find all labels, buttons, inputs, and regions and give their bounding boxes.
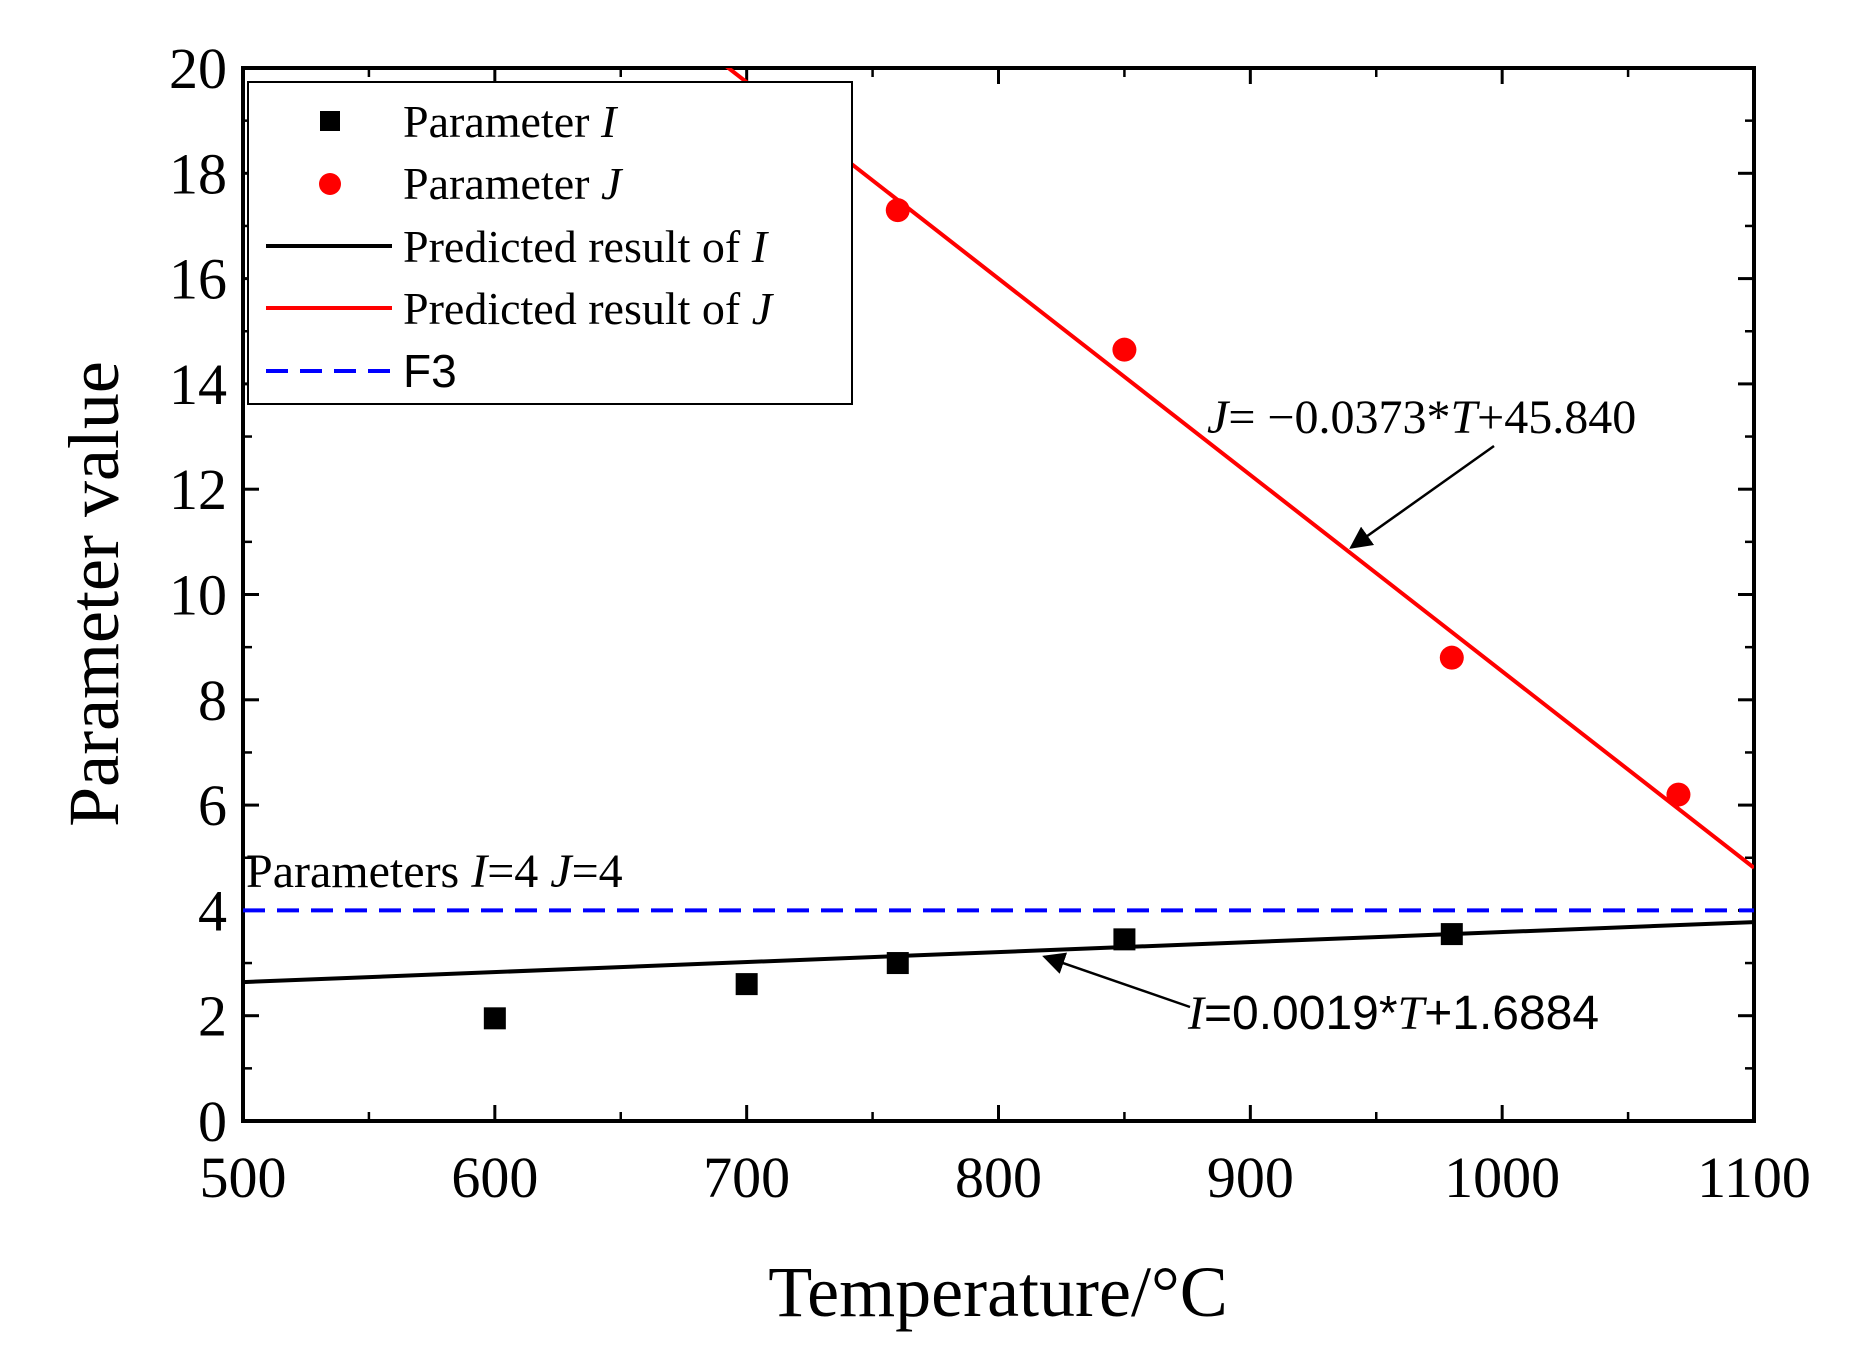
x-tick-label: 900 [1207, 1145, 1294, 1210]
y-axis-title: Parameter value [54, 361, 134, 827]
legend-label-predicted-i: Predicted result of I [403, 221, 770, 272]
legend-marker-parameter-i [320, 111, 340, 131]
y-tick-label: 4 [198, 878, 227, 943]
series-line-predicted-result-of-i [243, 920, 1754, 985]
x-tick-label: 1000 [1444, 1145, 1560, 1210]
y-tick-label: 6 [198, 773, 227, 838]
j-equation-annotation: J= −0.0373*T+45.840 [1207, 391, 1636, 444]
x-tick-label: 800 [955, 1145, 1042, 1210]
point-parameter-i [1440, 923, 1463, 946]
y-tick-label: 0 [198, 1089, 227, 1154]
point-parameter-i [735, 973, 758, 996]
point-parameter-i [886, 952, 909, 975]
legend-label-f3: F3 [403, 345, 457, 397]
x-tick-label: 600 [451, 1145, 538, 1210]
axis-ticks: 500 600 700 800 900 1000 1100 0 2 4 6 8 10 12 14 16 18 20 [169, 36, 1811, 1210]
legend-marker-parameter-j [319, 173, 341, 195]
y-tick-label: 8 [198, 668, 227, 733]
point-parameter-j [1112, 337, 1137, 362]
legend-label-predicted-j: Predicted result of J [403, 283, 775, 334]
point-parameter-i [483, 1007, 506, 1030]
x-tick-label: 1100 [1697, 1145, 1811, 1210]
point-parameter-j [1666, 782, 1691, 807]
j-equation-arrow [1349, 444, 1495, 549]
y-tick-label: 14 [169, 352, 227, 417]
y-tick-label: 12 [169, 457, 227, 522]
series-points [483, 198, 1691, 1030]
y-tick-label: 18 [169, 141, 227, 206]
legend-label-parameter-i: Parameter I [403, 96, 619, 147]
y-tick-label: 2 [198, 984, 227, 1049]
point-parameter-i [1113, 928, 1136, 951]
y-tick-label: 16 [169, 247, 227, 312]
x-axis-title: Temperature/°C [768, 1252, 1228, 1332]
f3-annotation: Parameters I=4 J=4 [246, 845, 623, 898]
x-tick-label: 700 [703, 1145, 790, 1210]
series-lines [243, 68, 1754, 985]
y-tick-label: 10 [169, 563, 227, 628]
point-parameter-j [1439, 645, 1464, 670]
legend: Parameter I Parameter J Predicted result… [247, 81, 853, 405]
x-tick-label: 500 [200, 1145, 287, 1210]
series-line-predicted-result-of-j [725, 68, 1754, 870]
y-tick-label: 20 [169, 36, 227, 101]
legend-label-parameter-j: Parameter J [403, 158, 624, 209]
i-equation-annotation: I=0.0019*T+1.6884 [1187, 987, 1599, 1040]
i-equation-arrow [1042, 952, 1191, 1009]
legend-box [247, 81, 853, 405]
point-parameter-j [885, 198, 910, 223]
